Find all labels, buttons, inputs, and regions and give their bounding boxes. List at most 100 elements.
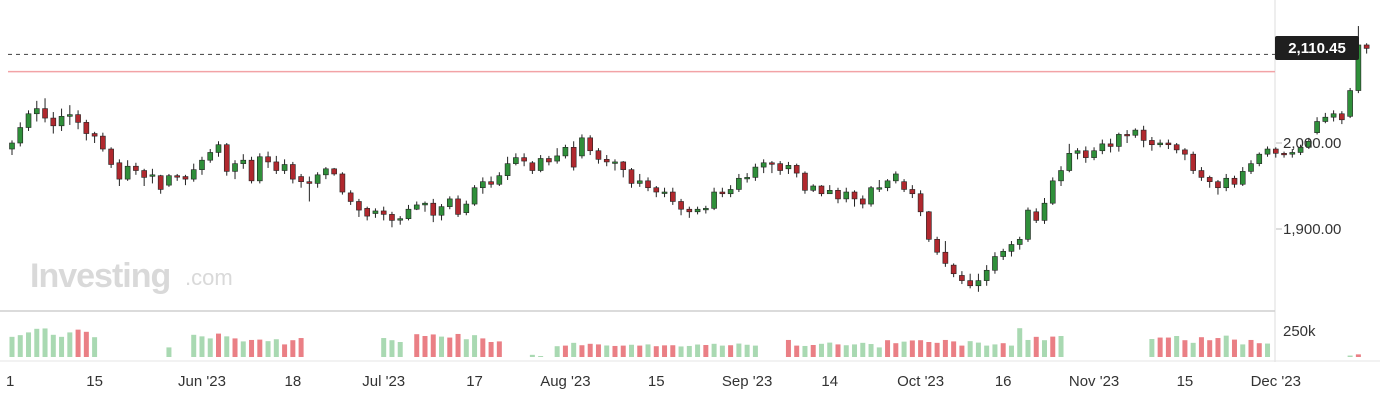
x-tick-label: 15	[648, 373, 665, 390]
volume-bar	[1008, 345, 1014, 357]
candle	[760, 159, 767, 174]
candle	[182, 174, 189, 186]
candle	[1289, 149, 1296, 158]
volume-bar	[653, 346, 659, 357]
candle	[703, 205, 709, 214]
volume-bar	[166, 347, 172, 357]
volume-bar	[496, 341, 502, 357]
candle	[752, 163, 759, 181]
volume-bar	[1025, 339, 1031, 357]
candle	[25, 110, 32, 131]
volume-bar	[852, 344, 858, 357]
volume-bar	[224, 336, 230, 357]
candle	[83, 119, 90, 141]
candle	[1248, 160, 1254, 174]
candle	[438, 204, 445, 221]
candle	[133, 162, 139, 175]
volume-bar	[1157, 337, 1163, 357]
volume-bar	[1347, 355, 1353, 357]
volume-bar	[199, 336, 205, 357]
candle	[1025, 207, 1031, 242]
volume-bar	[620, 345, 626, 357]
candle	[1099, 139, 1106, 155]
candle	[190, 163, 197, 182]
volume-bar	[951, 341, 957, 357]
candle	[157, 174, 164, 194]
candle	[793, 163, 800, 178]
volume-bar	[1017, 328, 1023, 357]
candle	[1016, 236, 1023, 250]
candle	[1165, 139, 1172, 150]
volume-bar	[538, 356, 544, 357]
volume-bar	[439, 336, 445, 357]
candle	[719, 187, 726, 198]
candle	[331, 167, 337, 176]
volume-bar	[34, 328, 40, 357]
candle	[1339, 111, 1345, 125]
volume-bar	[810, 345, 816, 357]
volume-bar	[612, 345, 618, 357]
candle	[694, 206, 701, 215]
candle	[33, 100, 40, 122]
volume-bar	[430, 334, 436, 357]
volume-bar	[901, 341, 907, 357]
volume-bar	[1223, 335, 1229, 357]
candle	[199, 156, 205, 175]
candle	[612, 159, 618, 171]
candle	[893, 171, 899, 184]
candle	[207, 149, 214, 163]
volume-bar	[282, 344, 288, 357]
volume-bar	[1000, 343, 1006, 357]
volume-bar	[604, 345, 610, 357]
volume-bar	[75, 329, 81, 357]
volume-bar	[802, 345, 808, 357]
volume-bar	[835, 344, 841, 357]
volume-bar	[909, 340, 915, 357]
candle	[537, 155, 544, 173]
candle	[521, 153, 527, 167]
candle	[1206, 175, 1213, 188]
candle	[1049, 177, 1056, 205]
candle	[1041, 198, 1048, 224]
candle	[785, 161, 792, 174]
investing-logo: Investing .com	[30, 257, 233, 295]
volume-bar	[1050, 336, 1056, 357]
volume-bar	[381, 338, 387, 357]
volume-bar	[50, 334, 56, 357]
candle	[1190, 151, 1196, 174]
volume-bar	[455, 333, 461, 357]
candle	[1091, 147, 1097, 161]
volume-bar	[860, 342, 866, 357]
volume-bar	[480, 338, 486, 357]
volume-bar	[785, 339, 791, 357]
candle	[1132, 128, 1139, 138]
candle	[884, 179, 891, 192]
volume-bar	[868, 344, 874, 357]
volume-bar	[1240, 344, 1246, 357]
candle	[471, 185, 478, 206]
candle	[314, 172, 321, 188]
volume-bar	[678, 346, 684, 357]
candle	[570, 141, 577, 171]
candle	[562, 144, 569, 159]
volume-bar	[876, 347, 882, 357]
y-axis-ticks: 2,000.00 1,900.00 250k	[1283, 135, 1341, 340]
candle	[727, 185, 734, 198]
candle	[736, 173, 742, 193]
volume-bar	[1198, 337, 1204, 357]
candle	[108, 147, 114, 168]
volume-bar	[967, 341, 973, 357]
candle	[513, 153, 519, 166]
reference-lines	[8, 53, 1275, 73]
candle	[58, 108, 65, 131]
candle	[124, 160, 131, 181]
candle	[91, 131, 98, 143]
candle	[595, 148, 602, 164]
current-price-label: 2,110.45	[1288, 40, 1346, 57]
candle	[851, 190, 858, 207]
volume-bar	[59, 336, 65, 357]
candle	[1000, 248, 1007, 260]
candle	[818, 185, 825, 197]
candle	[256, 153, 263, 184]
